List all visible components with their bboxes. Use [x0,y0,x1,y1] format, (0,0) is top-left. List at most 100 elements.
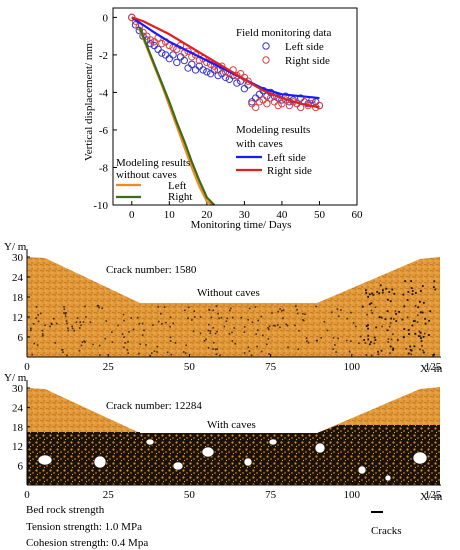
crack-speck [67,329,70,332]
crack-speck [157,306,160,308]
crack-speck [75,321,78,324]
legend-title-with-caves-line2: with caves [236,138,283,150]
x-tick-label: 50 [184,489,196,501]
crack-speck [184,352,187,354]
legend-field-monitoring: Field monitoring data Left side Right si… [236,27,331,67]
crack-speck [387,298,389,301]
crack-speck [262,334,264,337]
crack-speck [157,320,160,323]
crack-speck [294,324,296,327]
crack-speck [417,306,420,309]
crack-speck [243,352,246,354]
crack-speck [52,317,55,320]
legend-with-caves: Modeling results with caves Left side Ri… [236,124,312,177]
crack-speck [370,354,373,357]
crack-speck [389,322,392,324]
crack-speck [166,351,169,354]
crack-speck [274,325,276,327]
crack-speck [336,308,339,310]
crack-speck [169,340,172,342]
crack-speck [50,323,53,326]
crack-speck [35,306,38,308]
y-tick-label: 6 [18,332,24,344]
crack-speck [302,312,304,315]
crack-speck [138,322,141,325]
cave [201,446,215,458]
data-point [255,90,264,99]
crack-speck [419,348,421,351]
crack-speck [367,324,369,327]
crack-speck [332,337,335,339]
crack-speck [346,317,349,320]
crack-speck [267,338,270,340]
crack-speck [361,305,364,308]
crack-speck [117,324,119,327]
crack-speck [199,316,202,318]
crack-speck [390,317,393,320]
tick-labels: 0 25 50 75 100 125 6 12 18 24 30 [12,380,442,501]
crack-speck [358,342,360,345]
crack-speck [377,350,379,353]
crack-speck [203,340,206,342]
crack-speck [66,354,68,357]
cave [412,451,428,465]
footer: Bed rock strength Tension strength: 1.0 … [26,504,402,549]
data-point [173,58,181,67]
crack-speck [41,335,44,337]
crack-speck [41,333,44,335]
crack-speck [39,312,42,315]
x-axis-label: Monitoring time/ Days [191,219,292,231]
crack-speck [421,311,424,314]
crack-speck [61,349,63,351]
cave [93,455,107,469]
crack-speck [159,312,162,315]
data-point [169,51,177,59]
crack-speck [279,308,281,310]
crack-speck [153,350,156,352]
crack-speck [228,333,231,335]
crack-speck [97,305,100,307]
data-point [285,101,294,110]
x-tick-label: 50 [184,361,196,373]
data-point [274,101,282,110]
y-axis-label: Y/ m [4,241,27,253]
crack-speck [248,307,251,310]
crack-speck [387,341,389,343]
crack-speck [385,287,388,290]
crack-speck [99,354,101,356]
data-point [270,98,279,106]
legend-label-no-caves-right: Right [168,191,192,203]
crack-speck [127,341,129,343]
crack-speck [250,354,253,357]
crack-speck [404,280,407,283]
crack-speck [350,311,352,314]
crack-speck [215,353,218,355]
crack-speck [145,344,147,346]
crack-speck [407,352,410,355]
crack-speck [210,316,213,319]
crack-speck [302,319,305,322]
data-point [233,79,241,87]
legend-label-field-right: Right side [285,55,330,67]
x-tick-label: 40 [276,209,288,221]
crack-speck [187,317,189,320]
crack-speck [407,290,410,293]
crack-speck [132,328,135,331]
crack-speck [401,318,404,321]
crack-speck [33,342,36,345]
crack-speck [386,329,389,332]
bed-rock-title: Bed rock strength [26,504,105,516]
crack-speck [378,316,381,319]
crack-speck [82,321,85,323]
y-tick-label: 0 [103,12,109,24]
crack-speck [368,303,371,306]
crack-speck [368,343,371,346]
crack-speck [421,285,424,287]
crack-speck [62,351,64,353]
crack-speck [372,293,375,296]
crack-speck [277,310,280,313]
crack-speck [208,323,210,326]
crack-speck [111,331,113,333]
crack-speck [80,324,82,327]
y-tick-label: 6 [18,461,24,473]
